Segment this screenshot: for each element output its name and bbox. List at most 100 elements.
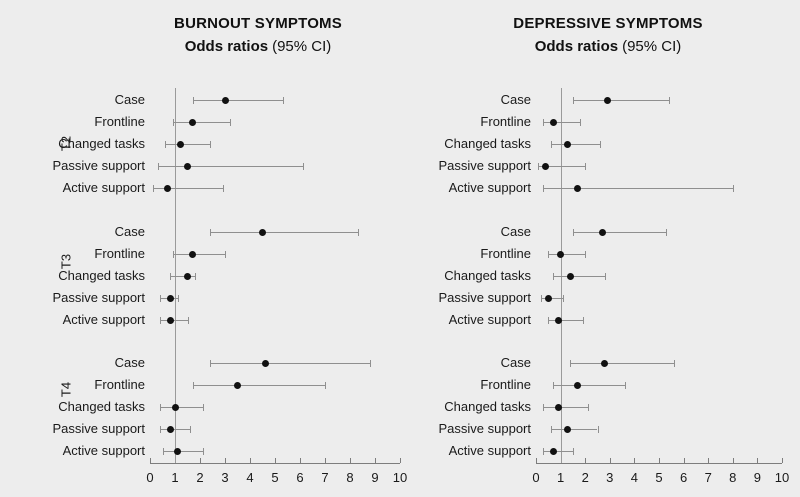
or-dot: [176, 141, 184, 148]
ci-cap-high: [580, 119, 582, 126]
ci-line: [548, 320, 583, 321]
ci-cap-high: [572, 448, 574, 455]
x-tick-label: 0: [146, 470, 154, 485]
depressive-panel-title: DEPRESSIVE SYMPTOMS: [513, 15, 703, 32]
depressive-subtitle-bold: Odds ratios: [534, 37, 619, 55]
row-label: Case: [114, 92, 145, 107]
ci-cap-high: [177, 295, 179, 302]
ci-line: [543, 407, 588, 408]
row-label: Case: [114, 224, 145, 239]
ci-cap-high: [599, 141, 601, 148]
or-dot: [554, 317, 562, 324]
row-label: Active support: [448, 312, 531, 327]
x-axis-tick: [732, 458, 734, 463]
or-dot: [184, 163, 191, 170]
ci-line: [538, 166, 586, 167]
reference-line: [560, 88, 562, 463]
row-label: Active support: [448, 180, 531, 195]
x-tick-label: 2: [196, 470, 204, 485]
ci-cap-low: [160, 295, 161, 302]
x-axis-tick: [634, 458, 636, 463]
ci-cap-high: [563, 295, 565, 302]
ci-line: [160, 429, 190, 430]
row-label: Case: [500, 92, 531, 107]
row-label: Case: [500, 224, 531, 239]
row-label: Frontline: [94, 114, 145, 129]
ci-cap-high: [187, 317, 189, 324]
ci-cap-high: [624, 382, 626, 389]
ci-line: [543, 451, 573, 452]
ci-cap-high: [666, 229, 668, 236]
x-axis-tick: [400, 458, 401, 463]
x-axis-tick: [683, 458, 685, 463]
or-dot: [189, 251, 196, 258]
x-axis-tick: [325, 458, 326, 463]
or-dot: [574, 382, 582, 389]
row-label: Passive support: [438, 421, 532, 436]
ci-cap-high: [302, 163, 304, 170]
or-dot: [557, 251, 565, 258]
x-axis-tick: [300, 458, 301, 463]
or-dot: [174, 448, 181, 455]
or-dot: [259, 229, 266, 236]
x-axis-line: [150, 463, 400, 464]
ci-cap-low: [192, 382, 194, 389]
or-dot: [166, 317, 174, 324]
ci-cap-high: [587, 404, 589, 411]
ci-line: [543, 188, 733, 189]
ci-line: [553, 385, 625, 386]
or-dot: [549, 448, 557, 455]
row-label: Active support: [62, 180, 145, 195]
burnout-subtitle-bold: Odds ratios: [184, 37, 269, 55]
ci-cap-high: [668, 97, 670, 104]
or-dot: [566, 273, 574, 280]
row-label: Changed tasks: [444, 268, 531, 283]
ci-cap-low: [543, 448, 545, 455]
x-axis-tick: [225, 458, 226, 463]
ci-cap-low: [543, 404, 545, 411]
x-tick-label: 0: [532, 470, 540, 485]
ci-line: [543, 122, 581, 123]
or-dot: [234, 382, 241, 389]
row-label: Changed tasks: [58, 399, 145, 414]
row-label: Passive support: [52, 421, 146, 436]
or-dot: [189, 119, 196, 126]
x-axis-tick: [708, 458, 710, 463]
ci-cap-low: [172, 251, 174, 258]
ci-cap-low: [160, 317, 161, 324]
ci-cap-low: [210, 360, 211, 367]
burnout-panel-title: BURNOUT SYMPTOMS: [174, 15, 342, 32]
row-label: Changed tasks: [444, 136, 531, 151]
or-dot: [564, 141, 572, 148]
ci-cap-high: [202, 404, 204, 411]
ci-cap-high: [732, 185, 734, 192]
ci-line: [572, 100, 669, 101]
burnout-subtitle-note: (95% CI): [272, 37, 332, 55]
or-dot: [601, 360, 609, 367]
ci-line: [157, 166, 303, 167]
ci-cap-low: [160, 426, 161, 433]
ci-cap-high: [585, 163, 587, 170]
or-dot: [542, 163, 550, 170]
ci-line: [553, 276, 605, 277]
or-dot: [554, 404, 562, 411]
ci-line: [152, 188, 223, 189]
ci-line: [540, 298, 564, 299]
x-tick-label: 7: [704, 470, 712, 485]
ci-cap-high: [222, 185, 224, 192]
x-tick-label: 8: [729, 470, 737, 485]
or-dot: [564, 426, 572, 433]
ci-cap-high: [325, 382, 326, 389]
row-label: Frontline: [94, 246, 145, 261]
ci-cap-low: [553, 382, 555, 389]
x-tick-label: 9: [371, 470, 379, 485]
ci-line: [172, 254, 225, 255]
x-tick-label: 8: [346, 470, 354, 485]
x-axis-tick: [250, 458, 251, 463]
ci-line: [210, 363, 370, 364]
ci-line: [210, 232, 358, 233]
x-tick-label: 6: [679, 470, 688, 485]
or-dot: [221, 97, 229, 104]
row-label: Frontline: [480, 114, 531, 129]
